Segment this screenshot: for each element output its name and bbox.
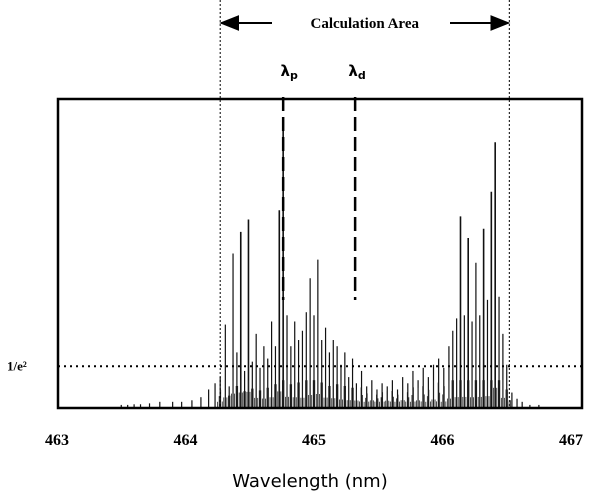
plot-frame (56, 97, 584, 410)
threshold-label: 1/e² (7, 358, 27, 373)
x-tick-label: 464 (174, 432, 198, 449)
x-tick-label: 467 (559, 432, 583, 449)
lambda-p-label: λp (280, 62, 298, 82)
x-tick-label: 465 (302, 432, 326, 449)
signal-series (120, 117, 540, 408)
x-axis-label: Wavelength (nm) (232, 471, 388, 492)
x-tick-label: 463 (45, 432, 69, 449)
lambda-d-label: λd (348, 62, 365, 82)
x-tick-label: 466 (431, 432, 455, 449)
calculation-area-label: Calculation Area (311, 16, 420, 32)
